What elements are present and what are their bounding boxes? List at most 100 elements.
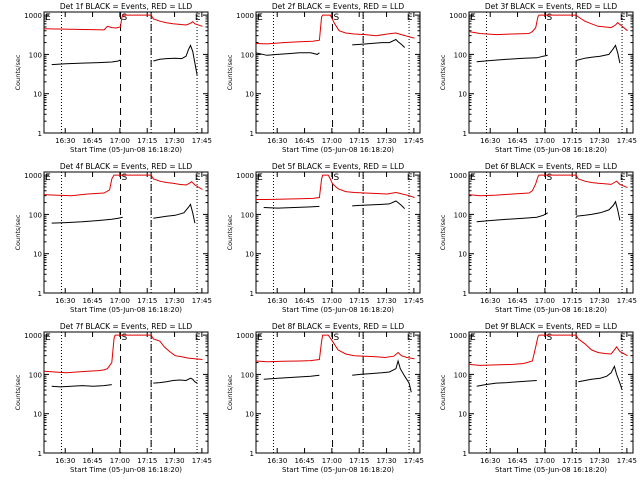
x-tick-label: 17:15 <box>349 457 369 465</box>
x-tick-label: 17:45 <box>617 457 637 465</box>
panel-title: Det 2f BLACK = Events, RED = LLD <box>272 2 405 11</box>
events-series-line <box>153 44 198 76</box>
events-series-line <box>578 365 623 391</box>
events-series-line <box>575 44 621 64</box>
y-tick-label: 10 <box>245 411 254 419</box>
marker-label-e: E <box>470 13 476 23</box>
y-tick-label: 10 <box>245 251 254 259</box>
lld-series-line <box>44 14 203 31</box>
plot-frame <box>43 331 209 454</box>
x-tick-label: 17:00 <box>535 137 555 145</box>
x-axis-label: Start Time (05-Jun-08 16:18:20) <box>495 306 607 314</box>
y-tick-label: 1 <box>38 130 42 138</box>
marker-label-s: S <box>334 333 340 343</box>
lld-series-line <box>256 14 415 45</box>
x-tick-label: 16:45 <box>82 457 102 465</box>
x-tick-label: 17:15 <box>562 457 582 465</box>
marker-label-e: E <box>45 13 51 23</box>
x-tick-label: 17:30 <box>589 297 609 305</box>
events-series-line <box>153 377 198 384</box>
events-series-line <box>263 205 320 209</box>
marker-label-e: E <box>407 13 413 23</box>
x-tick-label: 16:30 <box>267 457 287 465</box>
x-tick-label: 17:00 <box>110 457 130 465</box>
y-tick-label: 1 <box>250 290 254 298</box>
y-axis-label: Counts/sec <box>14 54 22 90</box>
y-axis-label: Counts/sec <box>14 374 22 410</box>
lld-series-line <box>256 174 415 200</box>
x-tick-label: 17:15 <box>349 137 369 145</box>
lld-series-line <box>469 174 628 197</box>
x-tick-label: 17:45 <box>404 137 424 145</box>
y-tick-label: 1 <box>250 450 254 458</box>
marker-label-e: E <box>620 13 626 23</box>
y-tick-label: 100 <box>241 211 254 219</box>
marker-label-e: E <box>45 333 51 343</box>
y-axis-label: Counts/sec <box>14 214 22 250</box>
events-series-line <box>352 359 412 393</box>
x-tick-label: 17:45 <box>617 137 637 145</box>
x-axis-label: Start Time (05-Jun-08 16:18:20) <box>495 466 607 474</box>
panel-title: Det 6f BLACK = Events, RED = LLD <box>485 162 618 171</box>
marker-label-e: E <box>195 173 201 183</box>
panel-title: Det 5f BLACK = Events, RED = LLD <box>272 162 405 171</box>
panel-title: Det 4f BLACK = Events, RED = LLD <box>60 162 193 171</box>
events-series-line <box>352 200 406 210</box>
x-tick-label: 17:15 <box>562 137 582 145</box>
y-tick-label: 1000 <box>449 12 467 20</box>
marker-label-e: E <box>620 173 626 183</box>
lld-series-line <box>44 174 203 197</box>
y-tick-label: 10 <box>458 411 467 419</box>
events-series-line <box>256 52 320 56</box>
x-tick-label: 17:45 <box>192 297 212 305</box>
events-series-line <box>576 200 621 221</box>
marker-label-e: E <box>195 333 201 343</box>
x-axis-label: Start Time (05-Jun-08 16:18:20) <box>282 306 394 314</box>
plot-frame <box>43 171 209 294</box>
y-tick-label: 10 <box>33 251 42 259</box>
x-tick-label: 17:45 <box>617 297 637 305</box>
marker-label-s: S <box>547 13 553 23</box>
y-tick-label: 1 <box>463 290 467 298</box>
panel-title: Det 3f BLACK = Events, RED = LLD <box>485 2 618 11</box>
x-tick-label: 17:30 <box>376 457 396 465</box>
plot-frame <box>255 331 421 454</box>
x-tick-label: 17:30 <box>589 137 609 145</box>
panel-3: Det 3f BLACK = Events, RED = LLD 1 10 100 10… <box>439 2 637 154</box>
x-tick-label: 16:45 <box>294 137 314 145</box>
x-tick-label: 16:30 <box>55 297 75 305</box>
y-tick-label: 100 <box>241 51 254 59</box>
lld-series-line <box>469 334 628 366</box>
marker-label-e: E <box>257 333 263 343</box>
y-axis-label: Counts/sec <box>439 54 447 90</box>
y-axis-label: Counts/sec <box>226 54 234 90</box>
panel-6: Det 6f BLACK = Events, RED = LLD 1 10 100 10… <box>439 162 637 314</box>
x-tick-label: 17:30 <box>589 457 609 465</box>
x-tick-label: 17:00 <box>110 137 130 145</box>
y-tick-label: 1 <box>250 130 254 138</box>
marker-label-e: E <box>257 13 263 23</box>
panel-2: Det 2f BLACK = Events, RED = LLD 1 10 100 10… <box>226 2 424 154</box>
marker-label-e: E <box>195 13 201 23</box>
marker-label-e: E <box>470 333 476 343</box>
plot-frame <box>43 11 209 134</box>
y-tick-label: 100 <box>29 51 42 59</box>
x-tick-label: 17:45 <box>192 137 212 145</box>
x-tick-label: 17:00 <box>110 297 130 305</box>
y-tick-label: 1 <box>38 450 42 458</box>
y-axis-label: Counts/sec <box>226 374 234 410</box>
marker-label-s: S <box>122 173 128 183</box>
x-tick-label: 17:30 <box>164 137 184 145</box>
panel-title: Det 9f BLACK = Events, RED = LLD <box>485 322 618 331</box>
x-tick-label: 17:30 <box>164 297 184 305</box>
x-tick-label: 16:45 <box>82 297 102 305</box>
plot-frame <box>468 331 634 454</box>
x-tick-label: 17:30 <box>164 457 184 465</box>
x-tick-label: 17:45 <box>404 297 424 305</box>
plot-frame <box>255 171 421 294</box>
marker-label-s: S <box>122 13 128 23</box>
y-tick-label: 1000 <box>449 332 467 340</box>
panel-7: Det 7f BLACK = Events, RED = LLD 1 10 100 10… <box>14 322 212 474</box>
y-tick-label: 1 <box>463 130 467 138</box>
y-tick-label: 10 <box>458 91 467 99</box>
